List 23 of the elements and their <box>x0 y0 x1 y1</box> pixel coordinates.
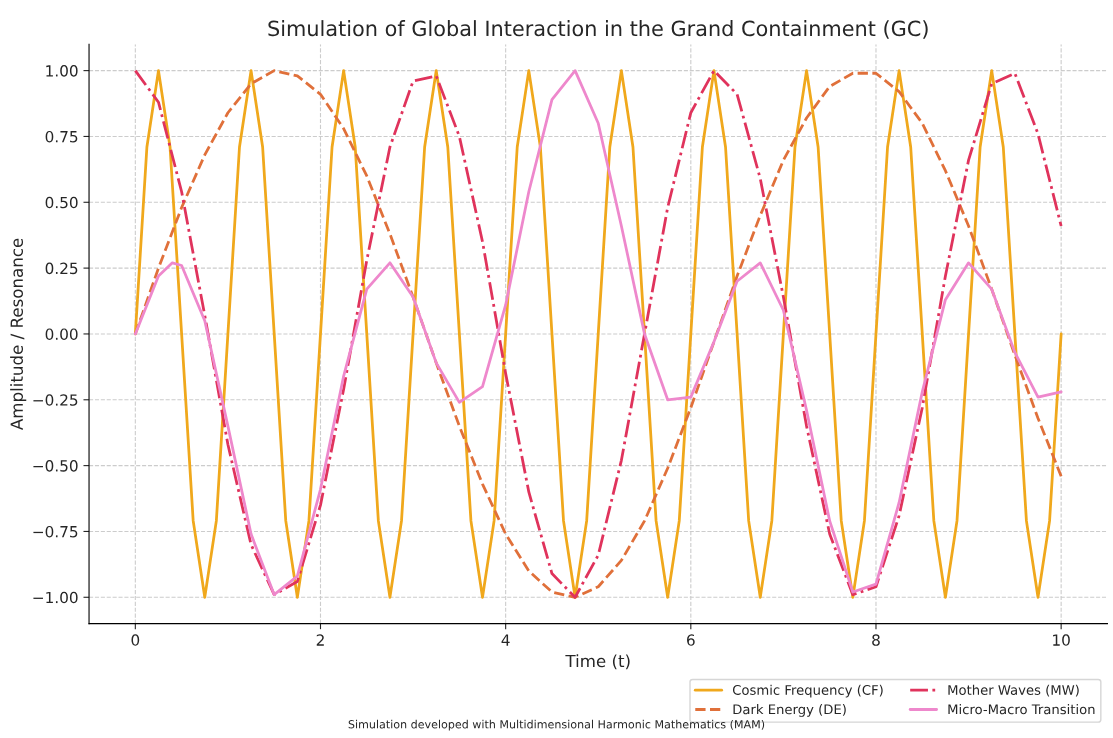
x-tick-label: 6 <box>687 634 695 646</box>
x-tick-label: 4 <box>501 634 510 646</box>
legend-label: Cosmic Frequency (CF) <box>732 684 883 698</box>
y-tick-label: 0.00 <box>45 328 78 340</box>
y-axis-title: Amplitude / Resonance <box>10 238 27 430</box>
x-tick-label: 0 <box>131 634 140 646</box>
y-tick-label: 1.00 <box>46 65 78 77</box>
x-tick-label: 10 <box>1053 634 1070 646</box>
y-tick-label: −0.50 <box>33 460 78 472</box>
text: Simulation developed with Multidimensional Harmonic Mathematics (MAM) <box>348 719 765 731</box>
x-tick-label: 2 <box>316 634 324 646</box>
y-tick-label: −0.75 <box>33 525 78 538</box>
legend-label: Mother Waves (MW) <box>948 684 1079 697</box>
y-tick-label: −0.25 <box>33 394 78 406</box>
chart-title: Simulation of Global Interaction in the Grand Containment (GC) <box>268 20 928 39</box>
legend-label: Micro-Macro Transition <box>948 704 1095 715</box>
y-tick-label: −1.00 <box>33 591 78 604</box>
y-tick-label: 0.50 <box>45 196 78 209</box>
y-tick-label: 0.75 <box>45 130 78 143</box>
x-axis-title: Time (t) <box>565 654 630 670</box>
legend-label: Dark Energy (DE) <box>733 704 846 717</box>
x-tick-label: 8 <box>872 634 880 646</box>
y-tick-label: 0.25 <box>45 262 78 275</box>
